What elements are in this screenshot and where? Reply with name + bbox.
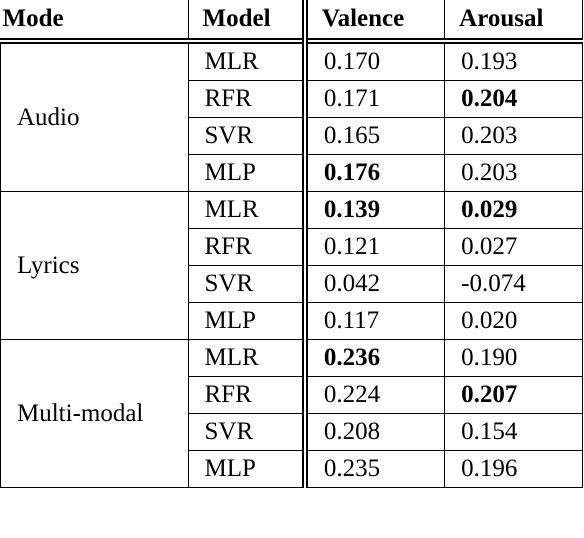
header-cell: Mode: [0, 0, 189, 42]
valence-cell: 0.165: [301, 117, 446, 155]
header-row: Mode Model Valence Arousal: [0, 0, 583, 42]
model-cell: MLR: [187, 339, 306, 377]
mode-cell: Lyrics: [0, 191, 189, 340]
table-body: Audio MLR 0.170 0.193 RFR 0.171 0.204 SVR 0.165 0…: [0, 40, 583, 488]
mode-cell: Audio: [0, 40, 189, 192]
valence-cell: 0.176: [301, 154, 446, 192]
mode-cell: Multi-modal: [0, 339, 189, 488]
table-row: RFR 0.171 0.204: [1, 80, 583, 118]
valence-cell: 0.235: [301, 450, 446, 488]
model-cell: RFR: [187, 80, 306, 118]
arousal-cell: 0.190: [444, 339, 583, 377]
arousal-cell: 0.027: [444, 228, 583, 266]
model-cell: MLP: [187, 302, 306, 340]
arousal-cell: 0.029: [444, 191, 583, 229]
table-row: SVR 0.042 -0.074: [1, 265, 583, 303]
table-row: MLP 0.117 0.020: [1, 302, 583, 340]
table-row: MLP 0.235 0.196: [1, 450, 583, 488]
valence-cell: 0.139: [301, 191, 446, 229]
model-cell: RFR: [187, 376, 306, 414]
table-row: RFR 0.121 0.027: [1, 228, 583, 266]
arousal-cell: 0.207: [444, 376, 583, 414]
table-row: Lyrics MLR 0.139 0.029: [0, 191, 583, 340]
arousal-cell: -0.074: [444, 265, 583, 303]
model-cell: SVR: [187, 117, 306, 155]
table-row: SVR 0.208 0.154: [1, 413, 583, 451]
table-row: Audio MLR 0.170 0.193: [0, 40, 583, 192]
arousal-cell: 0.203: [444, 117, 583, 155]
model-cell: SVR: [187, 265, 306, 303]
valence-cell: 0.117: [301, 302, 446, 340]
valence-cell: 0.042: [301, 265, 446, 303]
arousal-cell: 0.203: [444, 154, 583, 192]
valence-cell: 0.224: [301, 376, 446, 414]
arousal-cell: 0.154: [444, 413, 583, 451]
results-table: Mode Model Valence Arousal Audio MLR 0.170…: [0, 0, 583, 488]
header-cell: Model: [187, 0, 306, 42]
arousal-cell: 0.204: [444, 80, 583, 118]
model-cell: RFR: [187, 228, 306, 266]
model-cell: MLP: [187, 450, 306, 488]
model-cell: MLR: [187, 191, 306, 229]
model-cell: MLR: [187, 40, 306, 81]
valence-cell: 0.171: [301, 80, 446, 118]
model-cell: MLP: [187, 154, 306, 192]
arousal-cell: 0.193: [444, 40, 583, 81]
table-row: Multi-modal MLR 0.236 0.190: [0, 339, 583, 488]
model-cell: SVR: [187, 413, 306, 451]
valence-cell: 0.208: [301, 413, 446, 451]
header-cell: Arousal: [444, 0, 583, 42]
valence-cell: 0.236: [301, 339, 446, 377]
table-row: RFR 0.224 0.207: [1, 376, 583, 414]
arousal-cell: 0.196: [444, 450, 583, 488]
header-cell: Valence: [301, 0, 446, 42]
valence-cell: 0.121: [301, 228, 446, 266]
arousal-cell: 0.020: [444, 302, 583, 340]
valence-cell: 0.170: [301, 40, 446, 81]
